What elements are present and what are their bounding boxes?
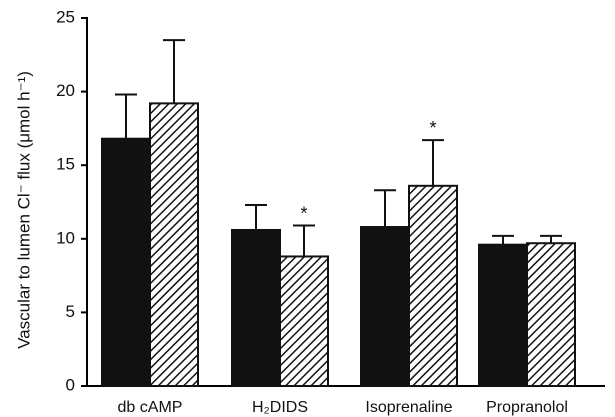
y-tick-label: 20 [56,81,75,100]
bar-hatched [279,255,329,387]
y-axis-label: Vascular to lumen Cl⁻ flux (μmol h⁻¹) [14,71,33,349]
x-tick-label: db cAMP [118,399,183,416]
bar-solid [360,226,410,387]
y-tick-label: 0 [66,375,75,394]
y-tick-label: 10 [56,228,75,247]
plot-area: 0 5 10 15 20 25 * * db cAMP H₂DIDS Isoprenaline Pro… [56,7,605,416]
bar-hatched [149,102,199,387]
x-tick-label: H₂DIDS [252,399,308,416]
bar-solid [101,137,151,387]
significance-marker: * [300,204,307,224]
y-tick-label: 15 [56,155,75,174]
significance-marker: * [429,118,436,138]
y-tick-label: 25 [56,7,75,26]
x-tick-label: Propranolol [486,399,568,416]
y-tick-label: 5 [66,302,75,321]
bar-hatched [526,242,576,387]
bar-hatched [408,184,458,387]
bar-solid [478,243,528,387]
bar-solid [231,228,281,387]
x-tick-label: Isoprenaline [365,399,452,416]
